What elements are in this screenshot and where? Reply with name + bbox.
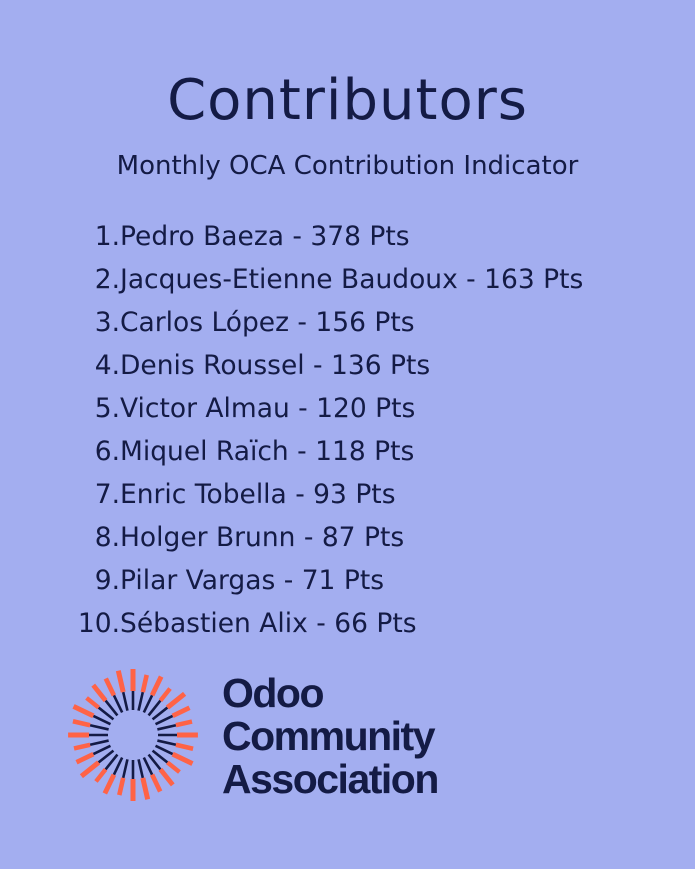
rank: 2.: [94, 263, 120, 295]
logo-ray-outer: [171, 705, 191, 719]
list-item: 3. Carlos López - 156 Pts: [0, 302, 415, 342]
rank: 7.: [94, 478, 120, 510]
page-title: Contributors: [167, 68, 528, 133]
list-item: 2. Jacques-Etienne Baudoux - 163 Pts: [0, 259, 584, 299]
logo-ray-outer: [175, 742, 194, 751]
contributor: Holger Brunn - 87 Pts: [120, 521, 405, 553]
logo-ray-outer: [75, 751, 95, 765]
logo-ray-inner: [157, 723, 177, 731]
wordmark-line: Odoo: [222, 670, 325, 716]
contributor: Enric Tobella - 93 Pts: [120, 478, 396, 510]
logo-ray-inner: [142, 694, 154, 714]
logo-ray-outer: [149, 675, 164, 697]
logo-ray-outer: [103, 677, 117, 697]
logo-ray-inner: [147, 699, 162, 717]
logo-ray-inner: [104, 753, 119, 771]
logo-ray-inner: [157, 739, 177, 747]
logo-ray-inner: [92, 714, 112, 726]
logo-ray-outer: [85, 696, 100, 710]
contributor: Denis Roussel - 136 Pts: [120, 349, 431, 381]
list-item: 1. Pedro Baeza - 378 Pts: [0, 216, 410, 256]
logo-ray-outer: [79, 760, 101, 779]
rank: 5.: [94, 392, 120, 424]
page-subtitle: Monthly OCA Contribution Indicator: [116, 151, 579, 181]
logo-ray-outer: [171, 751, 194, 766]
list-item: 9. Pilar Vargas - 71 Pts: [0, 560, 384, 600]
contributor: Carlos López - 156 Pts: [120, 306, 415, 338]
rank: 6.: [94, 435, 120, 467]
logo-ray-outer: [102, 773, 117, 795]
logo-ray-outer: [149, 773, 163, 793]
logo-ray-outer: [166, 760, 181, 774]
contributor: Jacques-Etienne Baudoux - 163 Pts: [120, 263, 584, 295]
logo-ray-inner: [97, 706, 115, 721]
logo-ray-outer: [158, 767, 175, 787]
logo-ray-inner: [104, 699, 119, 717]
logo-ray-inner: [137, 691, 145, 711]
logo-ray-inner: [89, 723, 109, 731]
logo-ray-outer: [165, 691, 187, 710]
rank: 3.: [94, 306, 120, 338]
list-item: 6. Miquel Raïch - 118 Pts: [0, 431, 415, 471]
list-item: 8. Holger Brunn - 87 Pts: [0, 517, 404, 557]
contributor: Pedro Baeza - 378 Pts: [120, 220, 410, 252]
logo-ray-inner: [112, 756, 124, 776]
contributor: Victor Almau - 120 Pts: [120, 392, 416, 424]
list-item: 4. Denis Roussel - 136 Pts: [0, 345, 431, 385]
logo-ray-outer: [72, 719, 91, 728]
logo-ray-inner: [142, 756, 154, 776]
list-item: 5. Victor Almau - 120 Pts: [0, 388, 416, 428]
contributor: Sébastien Alix - 66 Pts: [120, 607, 417, 639]
rank: 4.: [94, 349, 120, 381]
wordmark-line: Association: [222, 756, 439, 802]
logo-ray-inner: [121, 759, 129, 779]
rank: 8.: [94, 521, 120, 553]
logo-ray-outer: [94, 768, 108, 783]
rank: 10.: [77, 607, 120, 639]
logo-ray-inner: [137, 759, 145, 779]
logo-ray-inner: [92, 744, 112, 756]
logo-ray-inner: [112, 694, 124, 714]
logo-ray-outer: [175, 719, 193, 728]
logo-ray-inner: [151, 706, 169, 721]
logo-ray-outer: [140, 777, 151, 800]
list-item: 7. Enric Tobella - 93 Pts: [0, 474, 396, 514]
logo-ray-outer: [140, 674, 149, 693]
contributor: Pilar Vargas - 71 Pts: [120, 564, 385, 596]
logo-ray-inner: [154, 744, 174, 756]
logo-ray-inner: [154, 714, 174, 726]
contributor: Miquel Raïch - 118 Pts: [120, 435, 415, 467]
logo-ray-outer: [158, 687, 172, 702]
logo-ray-inner: [89, 739, 109, 747]
sunburst-logo-icon: [68, 669, 198, 801]
logo-ray-outer: [117, 777, 126, 796]
logo-ray-inner: [147, 753, 162, 771]
oca-wordmark: Odoo Community Association: [222, 670, 439, 802]
rank: 9.: [94, 564, 120, 596]
logo-ray-outer: [115, 670, 126, 693]
logo-ray-outer: [73, 742, 91, 751]
logo-ray-outer: [72, 704, 95, 719]
logo-ray-inner: [151, 749, 169, 764]
logo-ray-outer: [91, 683, 108, 703]
rank: 1.: [94, 220, 120, 252]
list-item: 10. Sébastien Alix - 66 Pts: [0, 603, 417, 643]
logo-ray-inner: [121, 691, 129, 711]
wordmark-line: Community: [222, 713, 435, 759]
logo-ray-inner: [97, 749, 115, 764]
